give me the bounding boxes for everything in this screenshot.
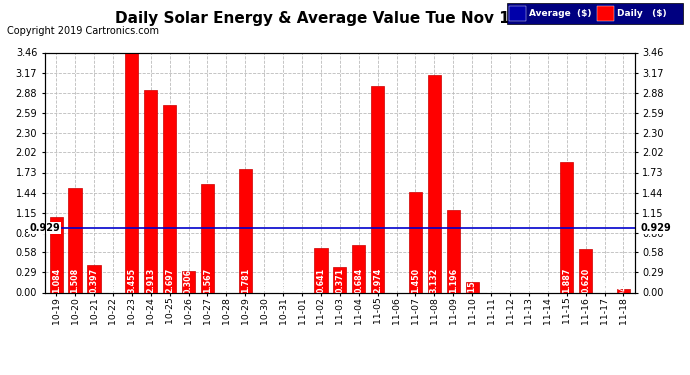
Text: 0.151: 0.151 [468,275,477,300]
Text: 1.196: 1.196 [448,267,457,292]
Text: 0.000: 0.000 [259,279,268,304]
Bar [144,90,157,292]
Text: 0.000: 0.000 [279,279,288,304]
Text: 0.000: 0.000 [506,279,515,304]
Text: 1.567: 1.567 [203,267,212,292]
Bar [352,245,365,292]
Bar [579,249,592,292]
Text: 0.371: 0.371 [335,267,344,292]
Text: Average  ($): Average ($) [529,9,592,18]
Text: 1.508: 1.508 [70,267,79,292]
Bar [88,265,101,292]
Bar [163,105,176,292]
Bar [560,162,573,292]
Text: 0.000: 0.000 [297,279,306,304]
Text: 1.887: 1.887 [562,267,571,293]
Text: 0.000: 0.000 [392,279,401,304]
Text: 0.620: 0.620 [581,267,590,292]
Bar [446,210,460,292]
Text: 0.000: 0.000 [108,279,117,304]
Bar [239,169,252,292]
Text: 0.000: 0.000 [543,279,552,304]
Bar [371,86,384,292]
Text: 2.697: 2.697 [165,267,174,292]
Text: 0.000: 0.000 [524,279,533,304]
Text: Daily   ($): Daily ($) [617,9,667,18]
Bar [617,290,630,292]
Bar [333,267,346,292]
Text: 0.000: 0.000 [486,279,495,304]
Bar [50,217,63,292]
Text: 0.044: 0.044 [619,278,628,303]
Text: 0.000: 0.000 [222,279,231,304]
Text: 0.684: 0.684 [354,267,363,292]
Text: 0.397: 0.397 [90,267,99,292]
Text: 3.132: 3.132 [430,267,439,292]
Bar [68,188,81,292]
Text: 2.974: 2.974 [373,267,382,292]
Text: 1.084: 1.084 [52,267,61,292]
Text: Daily Solar Energy & Average Value Tue Nov 19 16:30: Daily Solar Energy & Average Value Tue N… [115,11,575,26]
Text: 0.929: 0.929 [641,223,671,233]
Text: 2.913: 2.913 [146,267,155,292]
Bar [125,53,139,292]
Text: Copyright 2019 Cartronics.com: Copyright 2019 Cartronics.com [7,26,159,36]
Text: 0.306: 0.306 [184,269,193,294]
Bar [182,271,195,292]
Text: 0.929: 0.929 [29,223,60,233]
Bar [428,75,441,292]
Text: 3.455: 3.455 [128,267,137,292]
Text: 1.781: 1.781 [241,267,250,292]
Bar [409,192,422,292]
Bar [466,282,479,292]
Text: 0.641: 0.641 [317,267,326,292]
Bar [315,248,328,292]
Text: 0.000: 0.000 [600,279,609,304]
Text: 1.450: 1.450 [411,267,420,292]
Bar [201,184,214,292]
